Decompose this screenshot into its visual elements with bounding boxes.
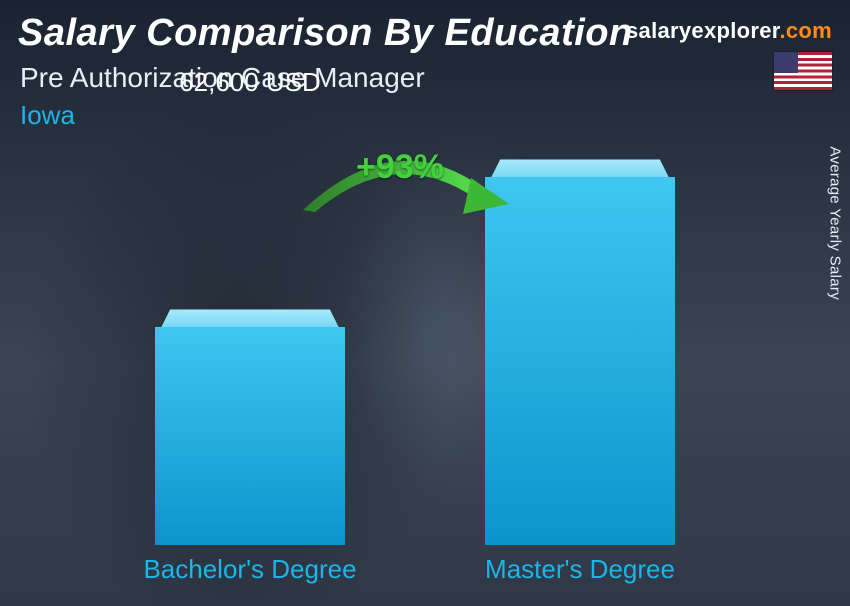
y-axis-label: Average Yearly Salary	[827, 146, 844, 300]
category-label-bachelors: Bachelor's Degree	[115, 554, 385, 585]
flag-canton	[774, 52, 798, 73]
bar-masters	[485, 177, 675, 545]
bar-front-face	[485, 177, 675, 545]
flag-us-icon	[774, 52, 832, 90]
bar-bachelors	[155, 327, 345, 545]
category-label-masters: Master's Degree	[455, 554, 705, 585]
bar-value-bachelors: 62,600 USD	[155, 67, 345, 98]
delta-percent: +93%	[356, 148, 444, 187]
delta-arrow: +93%	[275, 140, 525, 230]
bar-group-masters: 121,000 USD	[485, 177, 675, 545]
brand-part2: .com	[779, 18, 832, 43]
region-label: Iowa	[20, 100, 75, 131]
brand-part1: salaryexplorer	[626, 18, 779, 43]
brand-logo: salaryexplorer.com	[626, 18, 832, 44]
bar-front-face	[155, 327, 345, 545]
page-title: Salary Comparison By Education	[18, 12, 633, 55]
bar-group-bachelors: 62,600 USD	[155, 327, 345, 545]
stage: Salary Comparison By Education Pre Autho…	[0, 0, 850, 606]
